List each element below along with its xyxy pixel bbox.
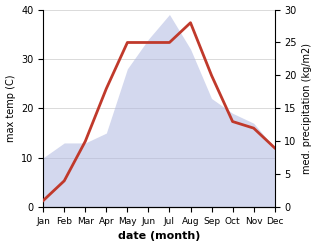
Y-axis label: max temp (C): max temp (C) — [5, 75, 16, 142]
X-axis label: date (month): date (month) — [118, 231, 200, 242]
Y-axis label: med. precipitation (kg/m2): med. precipitation (kg/m2) — [302, 43, 313, 174]
